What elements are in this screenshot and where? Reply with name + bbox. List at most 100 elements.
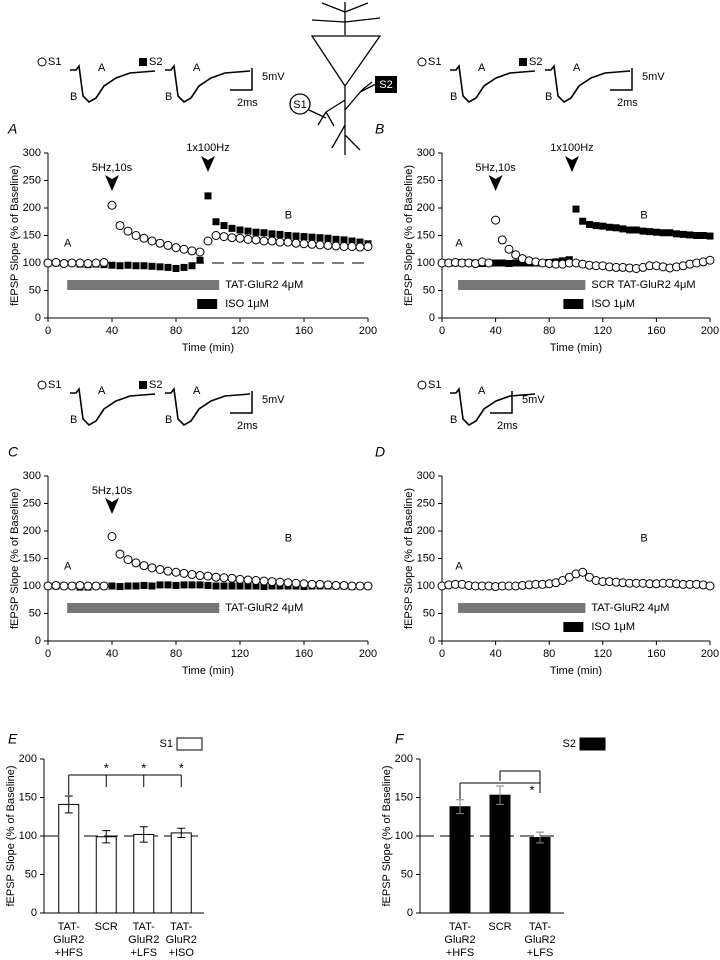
data-point xyxy=(132,582,140,590)
x-tick-label: 80 xyxy=(543,325,555,337)
data-point xyxy=(67,258,77,268)
treatment-label: TAT-GluR2 4μM xyxy=(225,602,303,614)
data-point xyxy=(195,571,205,581)
y-tick-label: 100 xyxy=(23,257,41,269)
x-tick-label: 200 xyxy=(359,648,377,660)
data-point xyxy=(268,230,276,238)
data-point xyxy=(252,228,260,236)
data-point xyxy=(706,232,714,240)
legend-marker xyxy=(417,57,427,67)
stimulus-arrow xyxy=(105,498,119,514)
diagram-label: S2 xyxy=(379,79,392,91)
y-tick-label: 100 xyxy=(19,830,37,842)
data-point xyxy=(107,200,117,210)
time-point-label: A xyxy=(455,238,463,250)
data-point xyxy=(211,572,221,582)
data-point xyxy=(196,581,204,589)
treatment-swatch xyxy=(563,299,584,309)
neuron-diagram xyxy=(289,2,382,155)
error-bar xyxy=(496,785,504,805)
data-point xyxy=(363,581,373,591)
data-point xyxy=(156,581,164,589)
trace-label: B xyxy=(545,91,552,103)
data-point xyxy=(211,231,221,240)
data-point xyxy=(59,259,69,269)
data-point xyxy=(155,238,165,248)
y-tick-label: 200 xyxy=(23,202,41,214)
data-point xyxy=(51,580,61,590)
data-point xyxy=(228,224,236,232)
y-tick-label: 50 xyxy=(29,284,41,296)
data-point xyxy=(243,234,253,244)
x-tick-label: 40 xyxy=(106,648,118,660)
trace-label: A xyxy=(193,385,201,397)
scale-bar xyxy=(610,68,633,91)
scale-bar xyxy=(490,391,513,414)
legend-label: S1 xyxy=(428,56,441,68)
x-tick-label: 0 xyxy=(439,325,445,337)
significance-star: * xyxy=(179,760,184,775)
time-point-label: A xyxy=(64,561,72,573)
data-point xyxy=(115,549,125,559)
panel-letter: E xyxy=(8,731,18,747)
data-point xyxy=(639,227,647,235)
scale-label: 5mV xyxy=(262,71,285,83)
x-tick-label: 120 xyxy=(231,648,249,660)
y-axis-label: fEPSP Slope (% of Baseline) xyxy=(9,165,21,306)
legend-label: S1 xyxy=(160,738,173,750)
data-point xyxy=(355,581,365,591)
data-point xyxy=(578,567,588,577)
scale-label: 5mV xyxy=(642,71,665,83)
data-point xyxy=(91,581,101,591)
trace-label: A xyxy=(98,385,106,397)
error-bar xyxy=(536,831,544,844)
x-tick-label: 40 xyxy=(489,648,501,660)
data-point xyxy=(693,232,701,239)
panel-letter: D xyxy=(375,444,385,460)
stimulus-arrow xyxy=(564,156,579,172)
data-point xyxy=(235,233,245,243)
treatment-label: ISO 1μM xyxy=(225,298,269,310)
data-point xyxy=(236,582,244,590)
data-point xyxy=(83,259,93,269)
legend-marker xyxy=(519,58,527,66)
data-point xyxy=(511,250,521,260)
y-tick-label: 0 xyxy=(31,907,37,919)
data-point xyxy=(99,257,109,267)
data-point xyxy=(315,240,325,250)
data-point xyxy=(599,222,607,230)
data-point xyxy=(107,532,117,541)
y-tick-label: 100 xyxy=(417,257,435,269)
legend-marker xyxy=(139,58,147,66)
data-point xyxy=(227,573,237,583)
trace-label: B xyxy=(70,414,77,426)
data-point xyxy=(347,581,357,591)
data-point xyxy=(340,236,348,244)
data-point xyxy=(83,581,93,591)
y-tick-label: 300 xyxy=(23,147,41,159)
data-point xyxy=(356,238,364,246)
legend-label: S1 xyxy=(48,56,61,68)
y-tick-label: 0 xyxy=(35,312,41,324)
data-point xyxy=(244,227,252,235)
data-point xyxy=(673,230,680,238)
data-point xyxy=(626,226,634,234)
trace-label: B xyxy=(450,91,457,103)
data-point xyxy=(283,237,293,247)
panel-letter: A xyxy=(7,121,17,137)
x-tick-label: TAT- GluR2 +HFS xyxy=(444,921,476,959)
time-point-label: B xyxy=(640,210,647,222)
data-point xyxy=(148,582,156,590)
legend-label: S1 xyxy=(428,379,441,391)
data-point xyxy=(43,258,53,268)
data-point xyxy=(115,221,125,231)
data-point xyxy=(686,231,694,239)
y-tick-label: 250 xyxy=(417,174,435,186)
data-point xyxy=(163,240,173,250)
x-tick-label: 120 xyxy=(594,648,612,660)
data-point xyxy=(300,233,308,241)
trace-label: B xyxy=(450,414,457,426)
x-tick-label: 160 xyxy=(295,648,313,660)
data-point xyxy=(131,558,141,568)
data-point xyxy=(251,576,261,585)
